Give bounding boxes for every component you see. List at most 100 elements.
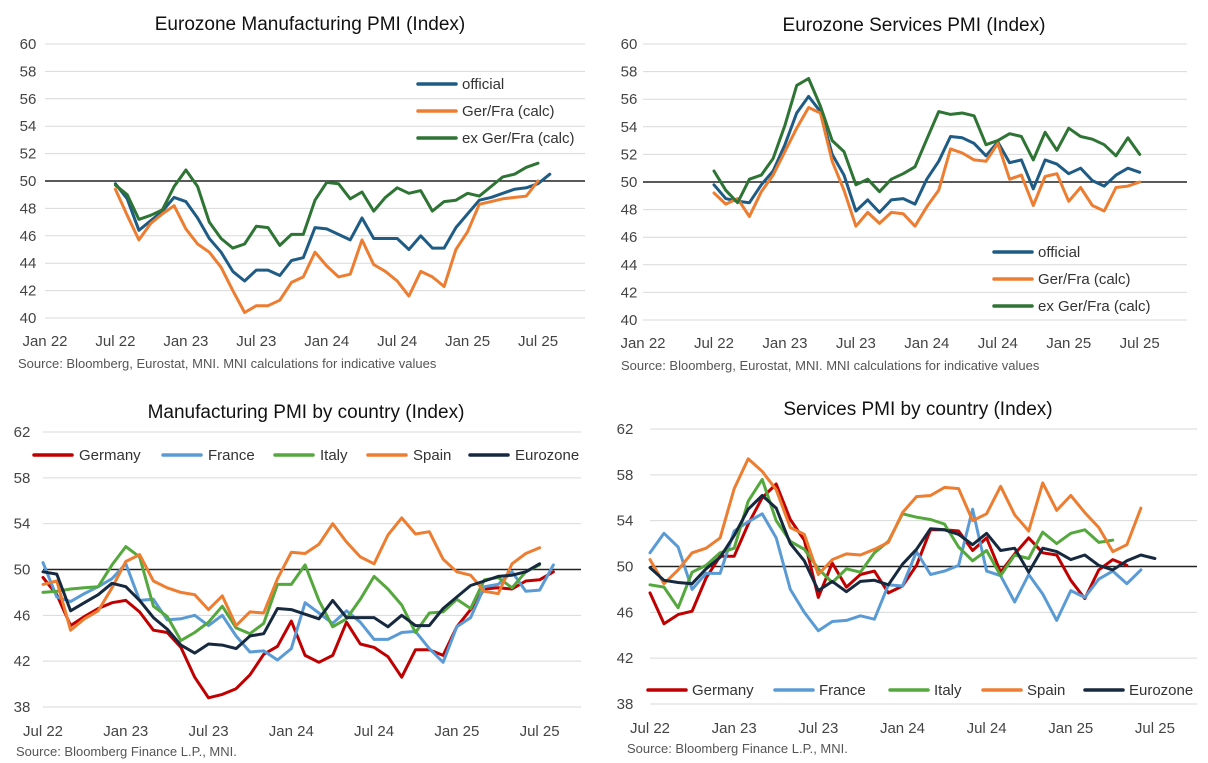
y-tick-label: 42	[617, 650, 634, 667]
y-tick-label: 54	[621, 119, 638, 136]
x-tick-label: Jan 25	[1046, 335, 1091, 352]
y-tick-label: 60	[621, 36, 638, 53]
legend-item-italy: Italy	[888, 682, 962, 699]
y-tick-label: 50	[14, 562, 31, 579]
legend-label: Italy	[320, 447, 348, 464]
legend-item-ex-ger-fra-calc: ex Ger/Fra (calc)	[992, 298, 1151, 315]
legend-label: Spain	[1027, 682, 1065, 699]
y-tick-label: 56	[621, 91, 638, 108]
legend-label: Eurozone	[515, 447, 579, 464]
source-note: Source: Bloomberg, Eurostat, MNI. MNI ca…	[621, 358, 1040, 373]
x-tick-label: Jan 23	[103, 723, 148, 740]
legend-label: Eurozone	[1129, 682, 1193, 699]
x-tick-label: Jan 22	[22, 333, 67, 350]
x-tick-label: Jan 24	[304, 333, 349, 350]
y-tick-label: 40	[20, 310, 37, 327]
x-tick-label: Jan 24	[904, 335, 949, 352]
chart-title: Manufacturing PMI by country (Index)	[148, 402, 465, 423]
y-tick-label: 52	[621, 146, 638, 163]
series-line-ex-ger-fra-calc	[113, 161, 540, 250]
x-tick-label: Jul 22	[694, 335, 734, 352]
y-tick-label: 58	[621, 64, 638, 81]
y-tick-label: 60	[20, 36, 37, 53]
y-tick-label: 52	[20, 146, 37, 163]
x-tick-label: Jul 22	[630, 720, 670, 737]
y-tick-label: 58	[14, 470, 31, 487]
chart-manufacturing-pmi-by-country: Manufacturing PMI by country (Index) 38 4…	[14, 402, 581, 759]
legend-item-france: France	[773, 682, 866, 699]
legend-label: Spain	[413, 447, 451, 464]
series-line-spain	[648, 457, 1143, 586]
chart-title: Services PMI by country (Index)	[783, 399, 1052, 420]
x-tick-label: Jul 23	[798, 720, 838, 737]
y-tick-label: 38	[14, 699, 31, 716]
series-line-france	[41, 561, 555, 664]
x-tick-label: Jan 24	[880, 720, 925, 737]
series-line-official	[113, 172, 552, 283]
legend-item-official: official	[416, 76, 504, 93]
chart-services-pmi-by-country: Services PMI by country (Index) 38 42 46 50…	[617, 399, 1197, 756]
legend-item-germany: Germany	[32, 447, 141, 464]
x-tick-label: Jan 25	[434, 723, 479, 740]
x-tick-label: Jul 25	[1120, 335, 1160, 352]
source-note: Source: Bloomberg Finance L.P., MNI.	[627, 741, 848, 756]
legend-label: France	[819, 682, 866, 699]
y-tick-label: 46	[617, 604, 634, 621]
y-tick-label: 44	[621, 257, 638, 274]
y-tick-label: 54	[20, 118, 37, 135]
y-tick-label: 42	[14, 653, 31, 670]
x-tick-label: Jul 25	[518, 333, 558, 350]
source-note: Source: Bloomberg Finance L.P., MNI.	[16, 744, 237, 759]
y-tick-label: 56	[20, 91, 37, 108]
legend-item-germany: Germany	[646, 682, 754, 699]
y-tick-label: 46	[621, 229, 638, 246]
legend-label: ex Ger/Fra (calc)	[1038, 298, 1151, 315]
y-tick-label: 54	[14, 516, 31, 533]
legend-label: Germany	[692, 682, 754, 699]
chart-title: Eurozone Services PMI (Index)	[783, 15, 1046, 36]
y-tick-label: 42	[621, 284, 638, 301]
x-tick-label: Jan 23	[762, 335, 807, 352]
x-tick-label: Jan 24	[269, 723, 314, 740]
series-line-italy	[648, 477, 1115, 610]
legend-label: official	[1038, 244, 1080, 261]
x-tick-label: Jul 24	[354, 723, 394, 740]
y-tick-label: 50	[621, 174, 638, 191]
x-tick-label: Jul 24	[967, 720, 1007, 737]
legend-item-ger-fra-calc: Ger/Fra (calc)	[416, 103, 555, 120]
x-tick-label: Jul 24	[978, 335, 1018, 352]
x-tick-label: Jan 25	[1048, 720, 1093, 737]
legend: official Ger/Fra (calc) ex Ger/Fra (calc)	[416, 76, 575, 147]
series-line-germany	[41, 570, 555, 700]
x-tick-label: Jul 24	[377, 333, 417, 350]
legend: official Ger/Fra (calc) ex Ger/Fra (calc)	[992, 244, 1151, 315]
x-tick-label: Jan 25	[445, 333, 490, 350]
y-tick-label: 38	[617, 696, 634, 713]
y-tick-label: 62	[14, 424, 31, 441]
legend-label: ex Ger/Fra (calc)	[462, 130, 575, 147]
legend-item-official: official	[992, 244, 1080, 261]
legend-item-eurozone: Eurozone	[468, 447, 579, 464]
y-tick-label: 48	[20, 200, 37, 217]
y-tick-label: 46	[20, 228, 37, 245]
legend-label: Ger/Fra (calc)	[1038, 271, 1131, 288]
legend-item-eurozone: Eurozone	[1083, 682, 1193, 699]
y-tick-label: 50	[617, 559, 634, 576]
x-tick-label: Jan 23	[163, 333, 208, 350]
legend-item-italy: Italy	[273, 447, 348, 464]
legend: Germany France Italy Spain Eurozone	[32, 447, 579, 464]
series-line-italy	[41, 545, 542, 642]
x-tick-label: Jul 23	[189, 723, 229, 740]
x-tick-label: Jan 22	[620, 335, 665, 352]
legend-item-france: France	[161, 447, 255, 464]
y-tick-label: 42	[20, 283, 37, 300]
legend-label: Italy	[934, 682, 962, 699]
chart-title: Eurozone Manufacturing PMI (Index)	[155, 14, 466, 35]
legend-item-ex-ger-fra-calc: ex Ger/Fra (calc)	[416, 130, 575, 147]
series-line-spain	[41, 516, 542, 632]
x-tick-label: Jul 22	[23, 723, 63, 740]
y-tick-label: 58	[617, 467, 634, 484]
legend-item-ger-fra-calc: Ger/Fra (calc)	[992, 271, 1131, 288]
x-tick-label: Jul 25	[1135, 720, 1175, 737]
